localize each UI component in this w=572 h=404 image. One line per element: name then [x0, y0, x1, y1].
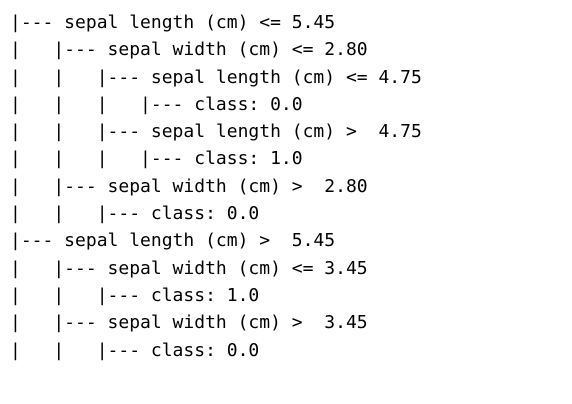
- tree-line: | |--- sepal width (cm) > 3.45: [10, 312, 368, 334]
- tree-line: |--- sepal length (cm) > 5.45: [10, 230, 336, 252]
- tree-line: | |--- sepal width (cm) <= 2.80: [10, 39, 368, 61]
- tree-line: | | | |--- class: 1.0: [10, 148, 303, 170]
- tree-line: | |--- sepal width (cm) > 2.80: [10, 175, 368, 197]
- tree-line: | | | |--- class: 0.0: [10, 93, 303, 115]
- tree-line: | | |--- class: 0.0: [10, 339, 260, 361]
- decision-tree-text-output: |--- sepal length (cm) <= 5.45 | |--- sep…: [10, 9, 422, 364]
- tree-line: | |--- sepal width (cm) <= 3.45: [10, 257, 368, 279]
- tree-line: | | |--- sepal length (cm) <= 4.75: [10, 66, 422, 88]
- tree-line: | | |--- class: 0.0: [10, 203, 260, 225]
- tree-line: |--- sepal length (cm) <= 5.45: [10, 12, 336, 33]
- tree-line: | | |--- class: 1.0: [10, 284, 260, 306]
- tree-line: | | |--- sepal length (cm) > 4.75: [10, 121, 422, 143]
